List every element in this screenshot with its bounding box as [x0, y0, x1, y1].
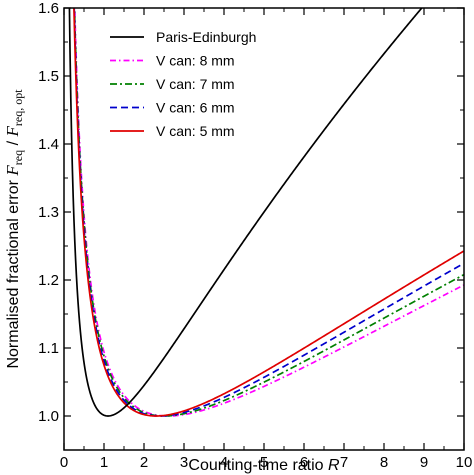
ticks: 0 1 2 3 4 5 6 7 8 9 10 1.0 1.1 1.2 1.3 1.4 1.5 1.6 [38, 0, 472, 471]
curves [68, 8, 464, 417]
x-tick-label: 5 [260, 454, 268, 471]
y-tick-label: 1.0 [38, 408, 59, 425]
x-tick-label: 1 [100, 454, 108, 471]
series-line [73, 8, 464, 417]
x-axis-title: Counting-time ratio R [188, 457, 340, 474]
plot-area [64, 8, 464, 450]
legend-label: V can: 5 mm [156, 123, 235, 139]
series-line [73, 8, 464, 417]
y-tick-label: 1.2 [38, 272, 59, 289]
x-tick-label: 4 [220, 454, 228, 471]
y-tick-label: 1.5 [38, 68, 59, 85]
y-tick-label: 1.6 [38, 0, 59, 17]
y-tick-label: 1.4 [38, 136, 59, 153]
x-tick-label: 8 [380, 454, 388, 471]
y-axis-title: Normalised fractional error Freq / Freq,… [3, 89, 25, 369]
legend-label: V can: 8 mm [156, 53, 235, 69]
series-line [73, 8, 464, 417]
series-line [68, 8, 423, 417]
legend-label: Paris-Edinburgh [156, 29, 256, 45]
x-tick-label: 10 [456, 454, 473, 471]
x-tick-label: 6 [300, 454, 308, 471]
series-line [73, 8, 464, 417]
legend-label: V can: 7 mm [156, 76, 235, 92]
x-tick-label: 0 [60, 454, 68, 471]
legend: Paris-Edinburgh V can: 8 mm V can: 7 mm V c… [110, 29, 256, 139]
x-tick-label: 3 [180, 454, 188, 471]
x-tick-label: 2 [140, 454, 148, 471]
x-tick-label: 7 [340, 454, 348, 471]
y-tick-label: 1.1 [38, 340, 59, 357]
legend-label: V can: 6 mm [156, 100, 235, 116]
x-tick-label: 9 [420, 454, 428, 471]
y-tick-label: 1.3 [38, 204, 59, 221]
